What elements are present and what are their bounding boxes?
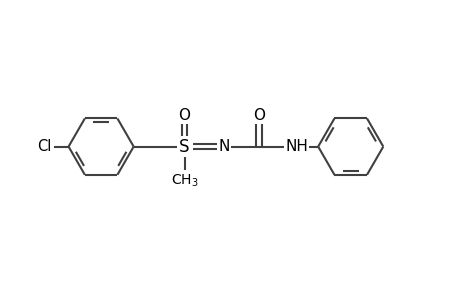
Text: CH$_3$: CH$_3$ xyxy=(170,172,198,189)
Text: NH: NH xyxy=(285,139,307,154)
Text: N: N xyxy=(218,139,229,154)
Text: O: O xyxy=(178,108,190,123)
Text: S: S xyxy=(179,138,190,156)
Text: Cl: Cl xyxy=(37,139,51,154)
Text: O: O xyxy=(252,108,264,123)
